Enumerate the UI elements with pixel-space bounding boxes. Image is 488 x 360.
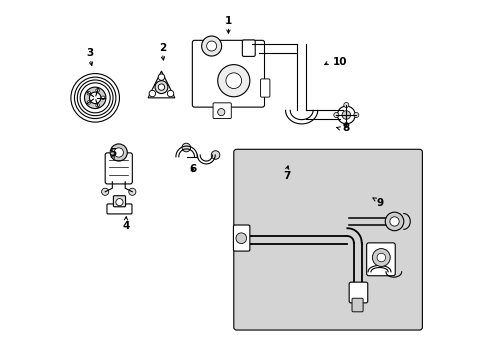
Circle shape <box>341 111 350 119</box>
FancyBboxPatch shape <box>260 79 269 97</box>
Circle shape <box>217 109 224 116</box>
Circle shape <box>343 122 348 127</box>
Circle shape <box>376 253 385 262</box>
Text: 8: 8 <box>342 123 349 133</box>
Text: 3: 3 <box>86 48 94 58</box>
Circle shape <box>206 41 216 51</box>
FancyBboxPatch shape <box>233 149 422 330</box>
Circle shape <box>372 249 389 266</box>
Circle shape <box>225 73 241 89</box>
Text: 10: 10 <box>332 57 347 67</box>
FancyBboxPatch shape <box>213 103 231 118</box>
Text: 2: 2 <box>159 43 165 53</box>
Circle shape <box>114 148 123 157</box>
Circle shape <box>116 199 123 206</box>
FancyBboxPatch shape <box>351 298 363 312</box>
Circle shape <box>167 90 173 97</box>
Circle shape <box>96 89 99 92</box>
Circle shape <box>158 74 164 80</box>
Circle shape <box>87 101 90 104</box>
Text: 1: 1 <box>224 16 232 26</box>
Circle shape <box>211 151 220 159</box>
FancyBboxPatch shape <box>107 204 132 214</box>
Circle shape <box>158 84 164 90</box>
FancyBboxPatch shape <box>242 40 255 57</box>
FancyBboxPatch shape <box>105 153 132 184</box>
FancyBboxPatch shape <box>233 225 249 251</box>
Circle shape <box>217 64 249 97</box>
Text: 6: 6 <box>189 164 196 174</box>
Circle shape <box>110 144 127 161</box>
Text: 4: 4 <box>122 221 129 231</box>
Circle shape <box>182 143 190 152</box>
Circle shape <box>84 87 106 109</box>
Circle shape <box>89 92 101 104</box>
Circle shape <box>353 112 358 117</box>
FancyBboxPatch shape <box>348 282 367 303</box>
Circle shape <box>128 188 136 195</box>
Circle shape <box>155 81 167 94</box>
Text: 9: 9 <box>376 198 383 208</box>
Polygon shape <box>148 71 175 98</box>
FancyBboxPatch shape <box>192 40 264 107</box>
Circle shape <box>337 106 354 124</box>
Circle shape <box>385 212 403 231</box>
Circle shape <box>101 96 104 100</box>
Circle shape <box>333 112 338 117</box>
Circle shape <box>149 90 155 97</box>
Circle shape <box>389 217 398 226</box>
Circle shape <box>96 104 99 107</box>
Circle shape <box>87 91 90 95</box>
Circle shape <box>201 36 221 56</box>
Circle shape <box>102 188 108 195</box>
FancyBboxPatch shape <box>113 196 125 207</box>
Circle shape <box>235 233 246 244</box>
Text: 5: 5 <box>108 148 116 158</box>
FancyBboxPatch shape <box>366 243 394 276</box>
Text: 7: 7 <box>283 171 290 181</box>
Circle shape <box>343 103 348 108</box>
